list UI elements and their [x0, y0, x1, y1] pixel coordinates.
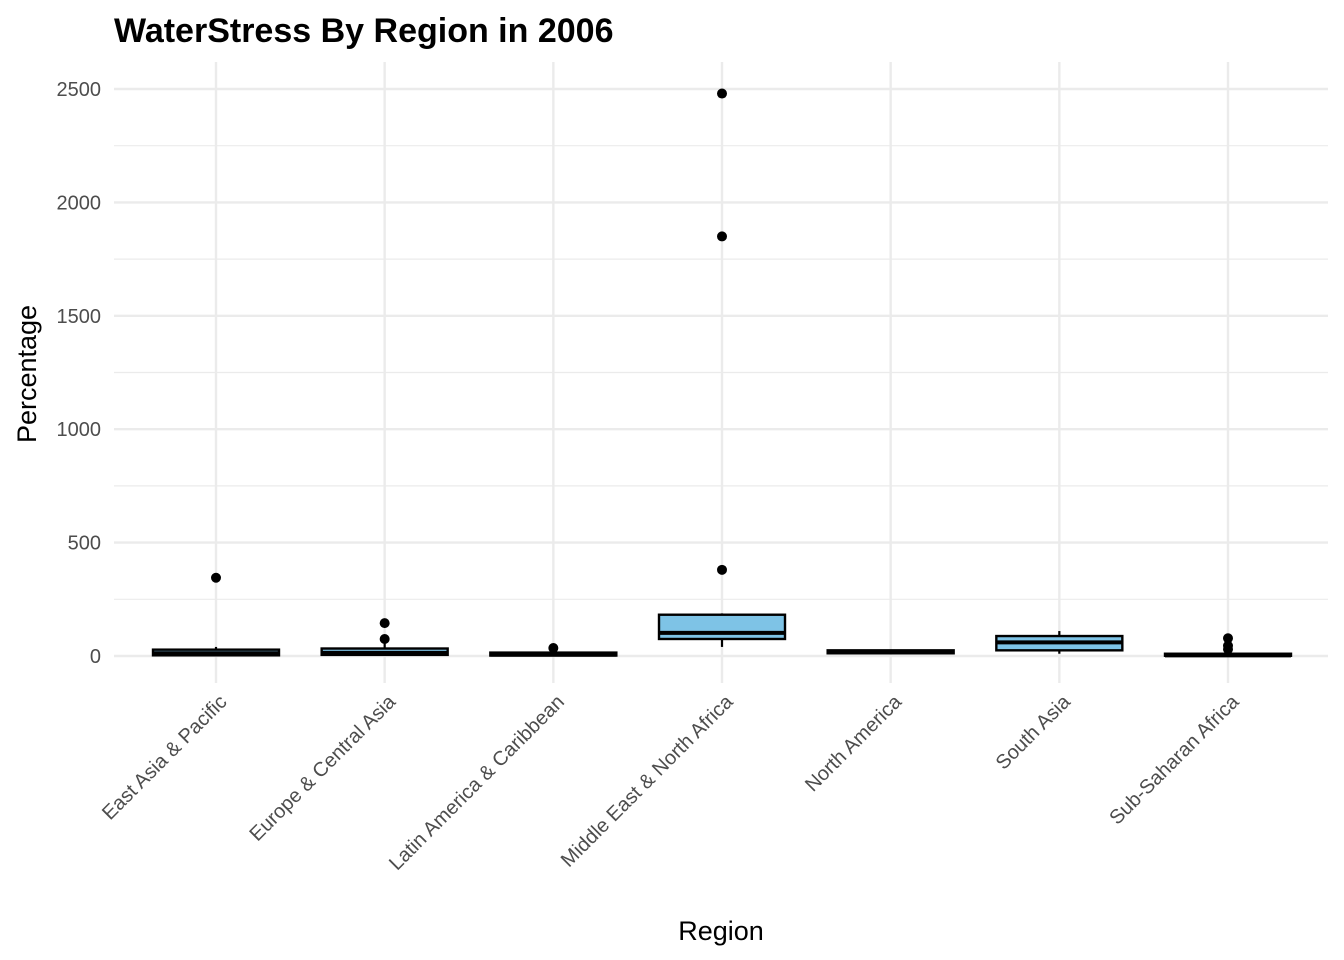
x-axis-title: Region: [678, 916, 764, 946]
box-iqr: [657, 613, 787, 641]
y-tick-label: 1000: [57, 419, 102, 441]
x-tick-label: Sub-Saharan Africa: [1105, 690, 1244, 829]
y-tick-label: 2000: [57, 192, 102, 214]
y-tick-label: 2500: [57, 79, 102, 101]
x-tick-label: Europe & Central Asia: [246, 690, 401, 845]
outlier-point: [717, 231, 727, 242]
outlier-point: [717, 564, 727, 575]
x-tick-label: South Asia: [992, 690, 1076, 774]
box-6: [995, 631, 1124, 654]
x-tick-labels: East Asia & Pacific Europe & Central Asia…: [98, 690, 1244, 874]
box-2: [320, 618, 449, 657]
chart-title: WaterStress By Region in 2006: [114, 12, 613, 50]
outlier-point: [1223, 640, 1233, 651]
box-5: [826, 649, 955, 655]
y-axis-title: Percentage: [12, 305, 42, 443]
box-1: [151, 572, 281, 657]
x-tick-label: Middle East & North Africa: [557, 690, 738, 871]
y-tick-labels: 0 500 1000 1500 2000 2500: [57, 79, 102, 668]
y-tick-label: 1500: [57, 306, 102, 328]
x-tick-label: Latin America & Caribbean: [385, 691, 569, 875]
box-7: [1163, 633, 1293, 658]
outlier-point: [211, 572, 221, 583]
outlier-point: [548, 643, 559, 654]
x-tick-label: East Asia & Pacific: [98, 691, 231, 824]
outlier-point: [379, 633, 390, 644]
box-3: [489, 643, 618, 657]
boxes: [151, 88, 1293, 658]
outlier-point: [1223, 633, 1233, 644]
grid: [114, 62, 1328, 683]
y-tick-label: 500: [68, 533, 101, 555]
outlier-point: [717, 88, 727, 99]
x-tick-label: North America: [801, 690, 907, 796]
outlier-point: [379, 618, 390, 629]
y-tick-label: 0: [90, 646, 101, 668]
box-4: [657, 88, 787, 647]
